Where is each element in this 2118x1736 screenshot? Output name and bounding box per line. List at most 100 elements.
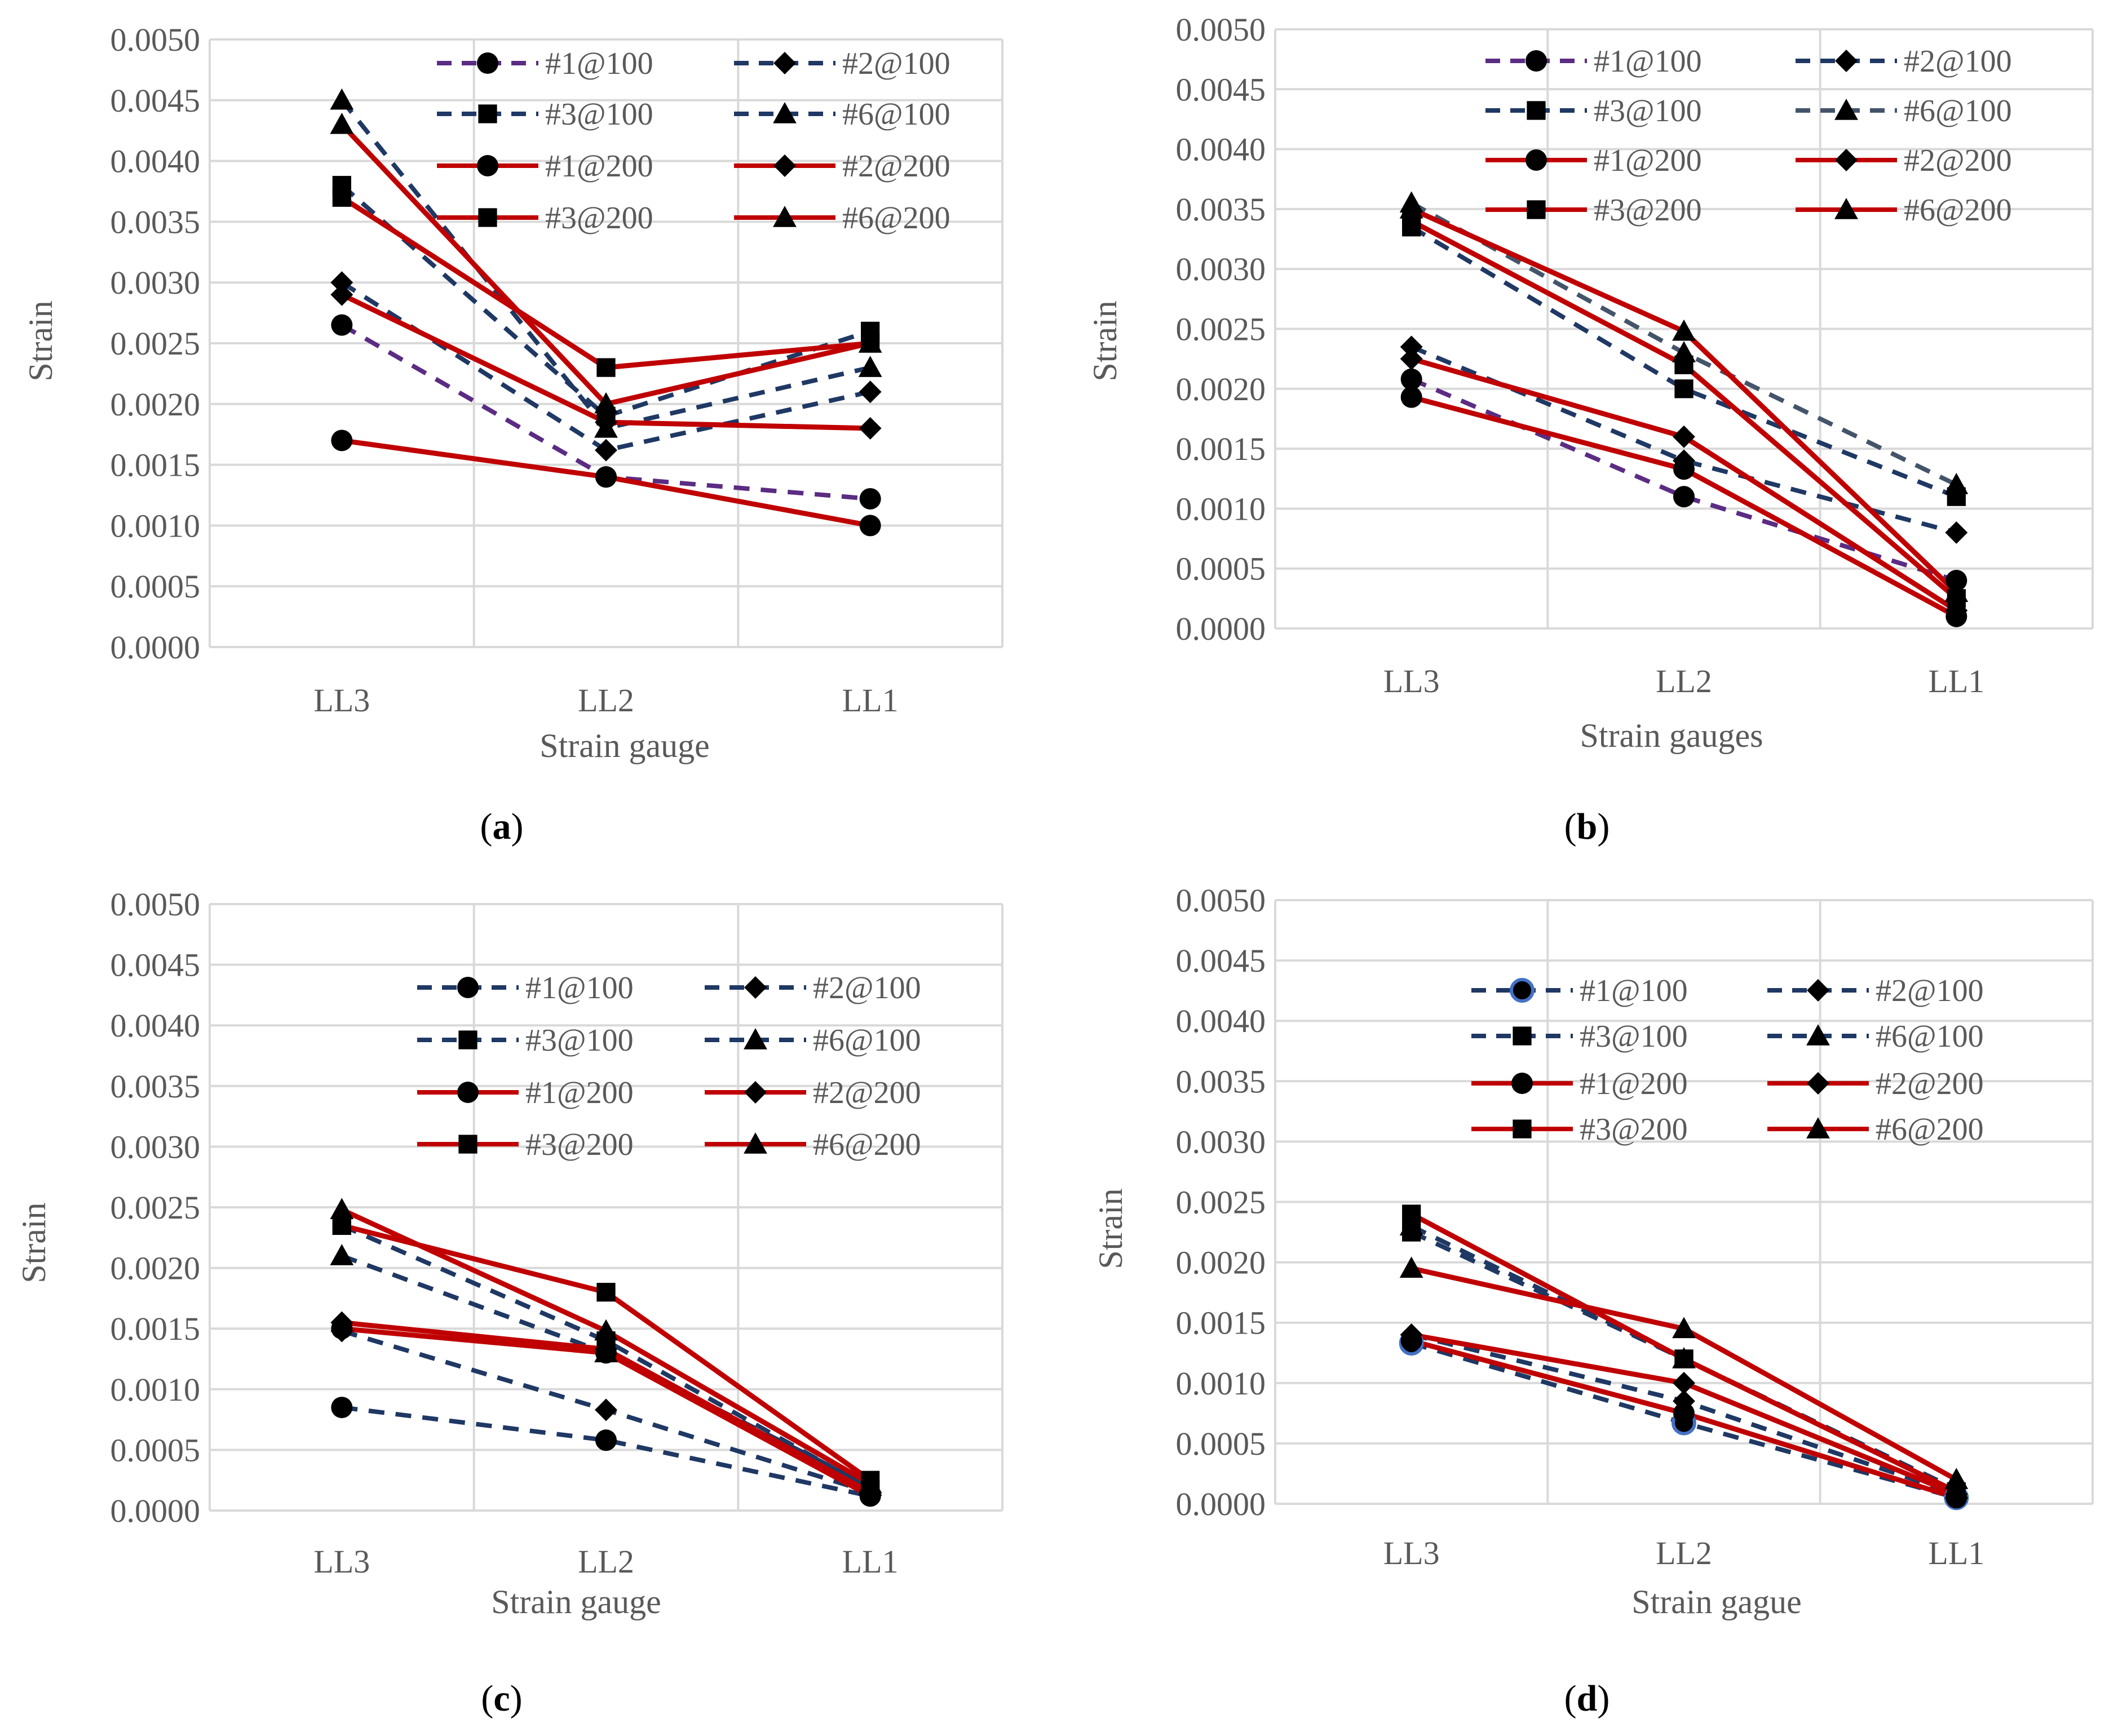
panel-b-plot: 0.0000 0.0005 0.0010 0.0015 0.0020 0.0025 0.00… — [1176, 11, 2094, 699]
y-tick-label: 0.0025 — [110, 325, 201, 362]
panel-c-ylabel: Strain — [15, 1202, 52, 1283]
x-tick-label: LL1 — [1928, 663, 1984, 699]
legend-marker-#3@100 — [478, 104, 497, 123]
panel-a-plot: 0.0000 0.0005 0.0010 0.0015 0.0020 0.0025 0.00… — [110, 21, 1003, 719]
legend-label: #6@100 — [1904, 94, 2012, 129]
y-tick-label: 0.0000 — [1176, 610, 1266, 647]
legend-label: #3@200 — [525, 1127, 634, 1162]
legend-marker-#3@200 — [1527, 200, 1546, 219]
data-point-#3@200 — [332, 1216, 351, 1235]
x-tick-label: LL3 — [1383, 1535, 1440, 1571]
series-line-#3@100 — [340, 183, 871, 419]
legend-marker-#2@100 — [1835, 50, 1858, 72]
data-point-#3@200 — [1674, 1349, 1693, 1369]
data-point-#3@200 — [596, 358, 616, 377]
y-tick-label: 0.0050 — [110, 21, 201, 58]
legend-label: #3@200 — [545, 201, 653, 236]
data-point-#6@100 — [330, 88, 354, 110]
legend-label: #6@100 — [842, 97, 950, 132]
data-point-#2@200 — [1400, 1323, 1423, 1347]
data-point-#6@200 — [594, 1319, 618, 1341]
y-tick-label: 0.0015 — [1176, 1305, 1266, 1341]
y-tick-label: 0.0020 — [1176, 371, 1266, 408]
y-tick-label: 0.0000 — [110, 629, 201, 666]
data-point-#6@200 — [858, 1472, 882, 1494]
legend-marker-#2@200 — [744, 1081, 767, 1104]
y-tick-label: 0.0000 — [110, 1493, 201, 1529]
data-point-#1@200 — [1673, 458, 1695, 480]
data-point-#6@200 — [1944, 581, 1969, 602]
legend-label: #2@200 — [842, 149, 950, 184]
y-tick-label: 0.0050 — [1176, 882, 1266, 919]
legend-label: #2@200 — [1904, 143, 2012, 178]
panel-b-xlabel: Strain gauges — [1580, 717, 1763, 754]
data-point-#1@100 — [859, 488, 881, 510]
legend-label: #1@200 — [1594, 143, 1702, 178]
legend-marker-#3@200 — [1513, 1119, 1532, 1139]
legend-marker-#3@200 — [478, 208, 497, 227]
y-tick-label: 0.0015 — [1176, 431, 1266, 467]
y-tick-label: 0.0010 — [1176, 490, 1266, 527]
legend-marker-#1@200 — [1526, 149, 1547, 171]
data-point-#2@200 — [1673, 425, 1695, 448]
panel-d-ylabel: Strain — [1092, 1188, 1129, 1269]
legend-label: #3@100 — [1580, 1019, 1688, 1054]
y-tick-label: 0.0020 — [1176, 1245, 1266, 1281]
y-tick-label: 0.0025 — [1176, 311, 1266, 348]
x-tick-label: LL2 — [1656, 663, 1712, 699]
y-tick-label: 0.0010 — [1176, 1365, 1266, 1402]
series-line-#3@100 — [341, 1223, 872, 1491]
data-point-#6@200 — [858, 331, 882, 353]
y-tick-label: 0.0005 — [1176, 551, 1266, 587]
data-point-#3@200 — [1402, 1204, 1421, 1224]
data-point-#2@100 — [330, 271, 353, 294]
legend-label: #3@200 — [1594, 193, 1702, 228]
legend-marker-#6@200 — [1806, 1117, 1830, 1139]
data-point-#2@200 — [595, 1338, 617, 1361]
panel-a: 0.0000 0.0005 0.0010 0.0015 0.0020 0.0025 0.00… — [22, 21, 1003, 847]
legend-marker-#3@100 — [1513, 1026, 1532, 1046]
x-tick-label: LL1 — [1928, 1535, 1984, 1571]
legend-label: #2@100 — [813, 971, 921, 1006]
y-tick-label: 0.0045 — [1176, 942, 1266, 979]
data-point-#1@100 — [331, 1397, 353, 1419]
y-tick-label: 0.0005 — [110, 568, 201, 605]
legend-marker-#1@100 — [457, 977, 479, 998]
legend-marker-#6@100 — [1834, 99, 1858, 120]
legend-label: #1@100 — [545, 46, 653, 81]
data-point-#6@200 — [330, 1198, 354, 1220]
y-tick-label: 0.0030 — [110, 264, 201, 301]
data-point-#6@100 — [330, 1244, 354, 1265]
legend-label: #2@100 — [842, 46, 950, 81]
y-tick-label: 0.0015 — [110, 447, 201, 484]
legend-marker-#2@100 — [1807, 979, 1829, 1002]
x-tick-label: LL1 — [842, 1543, 899, 1580]
data-point-#6@100 — [858, 356, 882, 377]
data-point-#6@200 — [1399, 197, 1423, 219]
legend-marker-#3@200 — [458, 1135, 477, 1154]
legend-label: #1@100 — [1580, 973, 1688, 1008]
legend-label: #1@200 — [1580, 1066, 1688, 1101]
data-point-#2@100 — [1400, 335, 1423, 358]
legend-marker-#2@100 — [773, 52, 796, 74]
legend-label: #1@100 — [525, 971, 634, 1006]
y-tick-label: 0.0040 — [1176, 1003, 1266, 1039]
data-point-#1@100 — [1673, 486, 1695, 508]
data-point-#6@200 — [330, 113, 354, 134]
y-tick-label: 0.0035 — [110, 203, 201, 240]
legend-marker-#1@100 — [477, 52, 498, 74]
data-point-#6@200 — [1399, 1256, 1423, 1278]
x-tick-label: LL3 — [313, 682, 370, 719]
panel-d-xlabel: Strain gague — [1631, 1583, 1802, 1620]
legend-marker-#2@200 — [1835, 149, 1858, 171]
legend-label: #6@200 — [842, 201, 950, 236]
legend-marker-#1@200 — [477, 155, 498, 176]
panel-d-label: (d) — [1564, 1678, 1610, 1719]
legend-label: #6@100 — [1876, 1019, 1984, 1054]
data-point-#3@200 — [596, 1283, 616, 1302]
legend-label: #1@200 — [525, 1075, 634, 1110]
panel-b-label: (b) — [1564, 806, 1610, 847]
legend-label: #1@200 — [545, 149, 653, 184]
legend-label: #3@100 — [1594, 94, 1702, 129]
